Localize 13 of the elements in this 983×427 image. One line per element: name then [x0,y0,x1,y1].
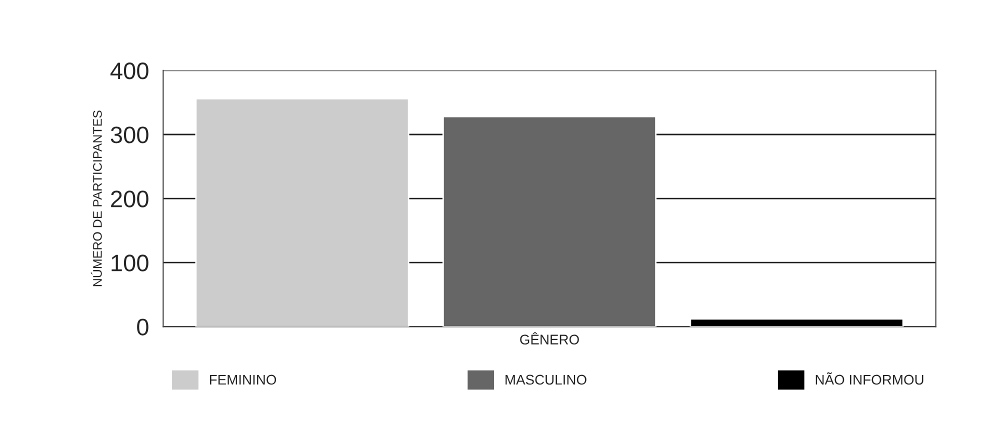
legend-label: NÃO INFORMOU [816,372,924,385]
y-tick-label: 300 [110,126,148,144]
legend-label: MASCULINO [506,374,586,385]
y-axis-title: NÚMERO DE PARTICIPANTES [90,110,102,286]
legend-label: FEMININO [210,374,276,385]
y-tick-label: 100 [112,254,148,272]
y-tick-label: 200 [111,190,148,208]
y-tick-label: 0 [137,318,148,336]
bar [195,98,410,327]
bar [690,318,904,327]
y-tick-label: 400 [110,62,148,80]
x-axis-title: GÊNERO [520,332,579,344]
bar [442,116,657,327]
